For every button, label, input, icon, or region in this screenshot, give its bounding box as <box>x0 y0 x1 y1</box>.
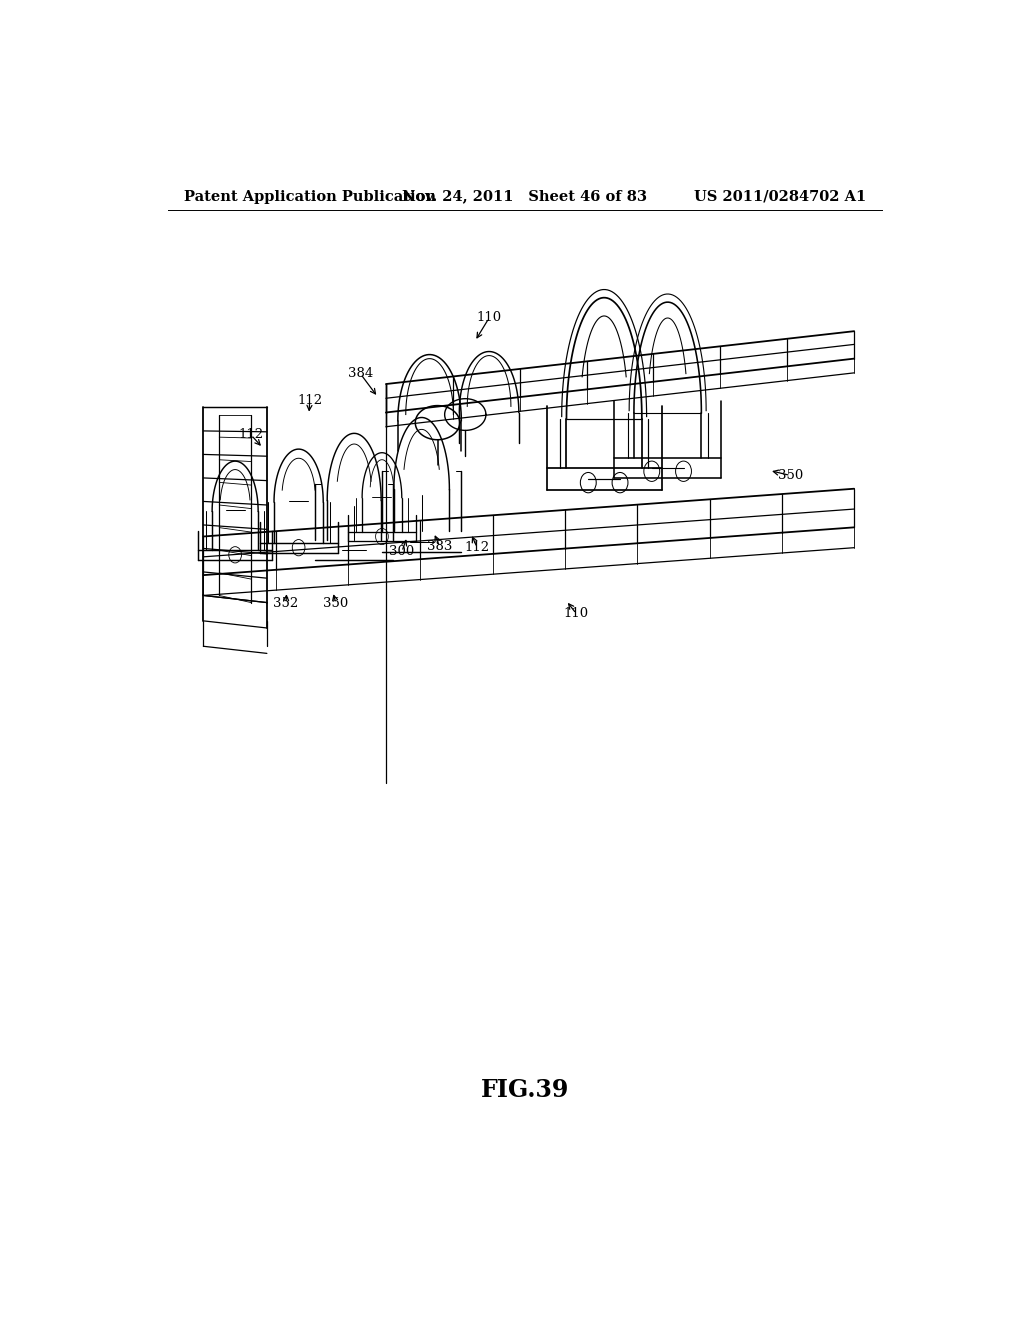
Text: 300: 300 <box>389 545 415 558</box>
Text: 112: 112 <box>239 429 263 441</box>
Text: Patent Application Publication: Patent Application Publication <box>183 190 435 203</box>
Text: 350: 350 <box>324 597 348 610</box>
Text: 112: 112 <box>297 393 323 407</box>
Text: 110: 110 <box>564 607 589 620</box>
Text: US 2011/0284702 A1: US 2011/0284702 A1 <box>694 190 866 203</box>
Text: 350: 350 <box>778 469 803 482</box>
Text: Nov. 24, 2011  Sheet 46 of 83: Nov. 24, 2011 Sheet 46 of 83 <box>402 190 647 203</box>
Text: 112: 112 <box>465 541 489 554</box>
Text: 384: 384 <box>348 367 373 380</box>
Text: FIG.39: FIG.39 <box>480 1078 569 1102</box>
Text: 352: 352 <box>273 597 299 610</box>
Text: 383: 383 <box>427 540 453 553</box>
Text: 110: 110 <box>476 312 502 325</box>
